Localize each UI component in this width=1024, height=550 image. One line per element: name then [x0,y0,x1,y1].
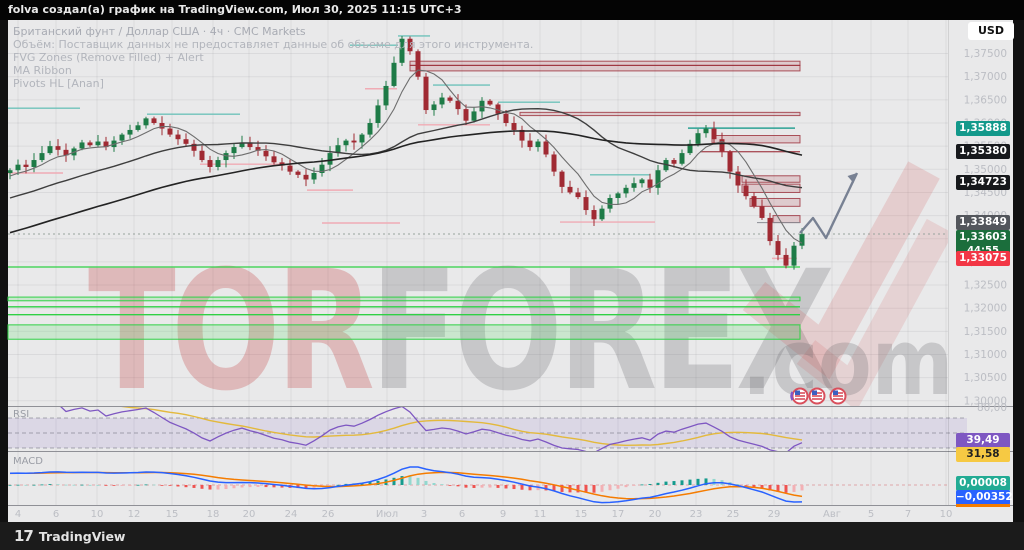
svg-text:1,31500: 1,31500 [964,326,1007,338]
svg-text:Июл: Июл [376,509,398,520]
svg-text:6: 6 [53,509,59,520]
svg-text:Авг: Авг [823,509,841,520]
currency-toggle-button[interactable]: USD [968,22,1014,40]
tradingview-logo-text: TradingView [38,528,126,544]
volume-note: Объём: Поставщик данных не предоставляет… [13,38,534,51]
svg-text:5: 5 [868,509,874,520]
svg-text:12: 12 [128,509,141,520]
svg-text:1,35000: 1,35000 [964,164,1007,176]
macd-hist-value-label: 0,00008 [956,476,1010,491]
macd-pane-title[interactable]: MACD [13,456,43,467]
fvg-zones [409,60,801,260]
price-label-level-1: 1,35380 [956,144,1010,159]
bar-countdown: 44:55 [956,244,1010,257]
rsi-plot [60,407,803,451]
macd-signal-value-label [956,504,1010,507]
price-label-level-2: 1,34723 [956,175,1010,190]
svg-text:1,31000: 1,31000 [964,349,1007,361]
indicator-legend-ma-ribbon[interactable]: MA Ribbon [13,64,72,77]
svg-text:18: 18 [207,509,220,520]
attribution-text: folva создал(а) график на TradingView.co… [8,3,462,16]
symbol-legend[interactable]: Британский фунт / Доллар США · 4ч · CMC … [13,25,306,38]
svg-text:1,37000: 1,37000 [964,71,1007,83]
svg-text:17: 17 [612,509,625,520]
attribution-bar: folva создал(а) график на TradingView.co… [0,0,1024,20]
svg-text:23: 23 [690,509,703,520]
svg-text:26: 26 [322,509,335,520]
price-label-gray: 1,33849 [956,215,1010,230]
svg-text:1,36500: 1,36500 [964,94,1007,106]
svg-text:10: 10 [940,509,953,520]
svg-text:9: 9 [500,509,506,520]
tradingview-logo[interactable]: 17 TradingView [14,527,125,545]
svg-text:11: 11 [534,509,547,520]
economic-event-icons [790,387,847,405]
svg-text:1,37500: 1,37500 [964,48,1007,60]
tradingview-logo-icon: 17 [14,527,34,545]
rsi-pane-title[interactable]: RSI [13,409,30,420]
macd-lines [9,466,803,504]
pane-separators [8,20,1013,506]
rsi-value-label: 39,49 [956,433,1010,448]
svg-text:10: 10 [91,509,104,520]
rsi-ma-value-label: 31,58 [956,447,1010,462]
projection-arrow [799,172,859,240]
grid-lines [8,20,948,505]
svg-text:3: 3 [421,509,427,520]
price-label-low: 1,33075 [956,251,1010,266]
current-price-value: 1,33603 [959,231,1007,243]
svg-text:15: 15 [575,509,588,520]
chart-background [8,20,1013,522]
svg-text:7: 7 [905,509,911,520]
footer-bar: 17 TradingView [0,522,1024,550]
time-axis-labels: 4 6 10 12 15 18 20 24 26 Июл 3 6 9 11 15 17 20 23 25 29 Авг 5… [15,509,953,520]
svg-text:20: 20 [243,509,256,520]
svg-text:24: 24 [285,509,298,520]
rsi-scale-label: 80,00 [976,402,1007,414]
svg-text:20: 20 [649,509,662,520]
ma-ribbon [9,69,803,244]
watermark: TORFOREX.com [88,161,953,427]
svg-text:1,32000: 1,32000 [964,303,1007,315]
svg-text:6: 6 [459,509,465,520]
support-zones [7,266,801,340]
svg-text:1,30000: 1,30000 [964,395,1007,407]
pivot-segments [8,35,655,224]
rsi-band [8,417,967,449]
svg-text:4: 4 [15,509,21,520]
indicator-legend-fvg[interactable]: FVG Zones (Remove Filled) + Alert [13,51,204,64]
svg-text:25: 25 [727,509,740,520]
svg-text:1,32500: 1,32500 [964,280,1007,292]
indicator-legend-pivots[interactable]: Pivots HL [Anan] [13,77,104,90]
price-label-pivot-high: 1,35888 [956,121,1010,136]
candles [8,35,805,270]
svg-text:1,30500: 1,30500 [964,372,1007,384]
macd-value-label: −0,00352 [956,490,1013,505]
svg-text:29: 29 [768,509,781,520]
svg-text:TORFOREX: TORFOREX [88,235,833,427]
svg-text:.com: .com [742,310,953,417]
svg-text:15: 15 [166,509,179,520]
